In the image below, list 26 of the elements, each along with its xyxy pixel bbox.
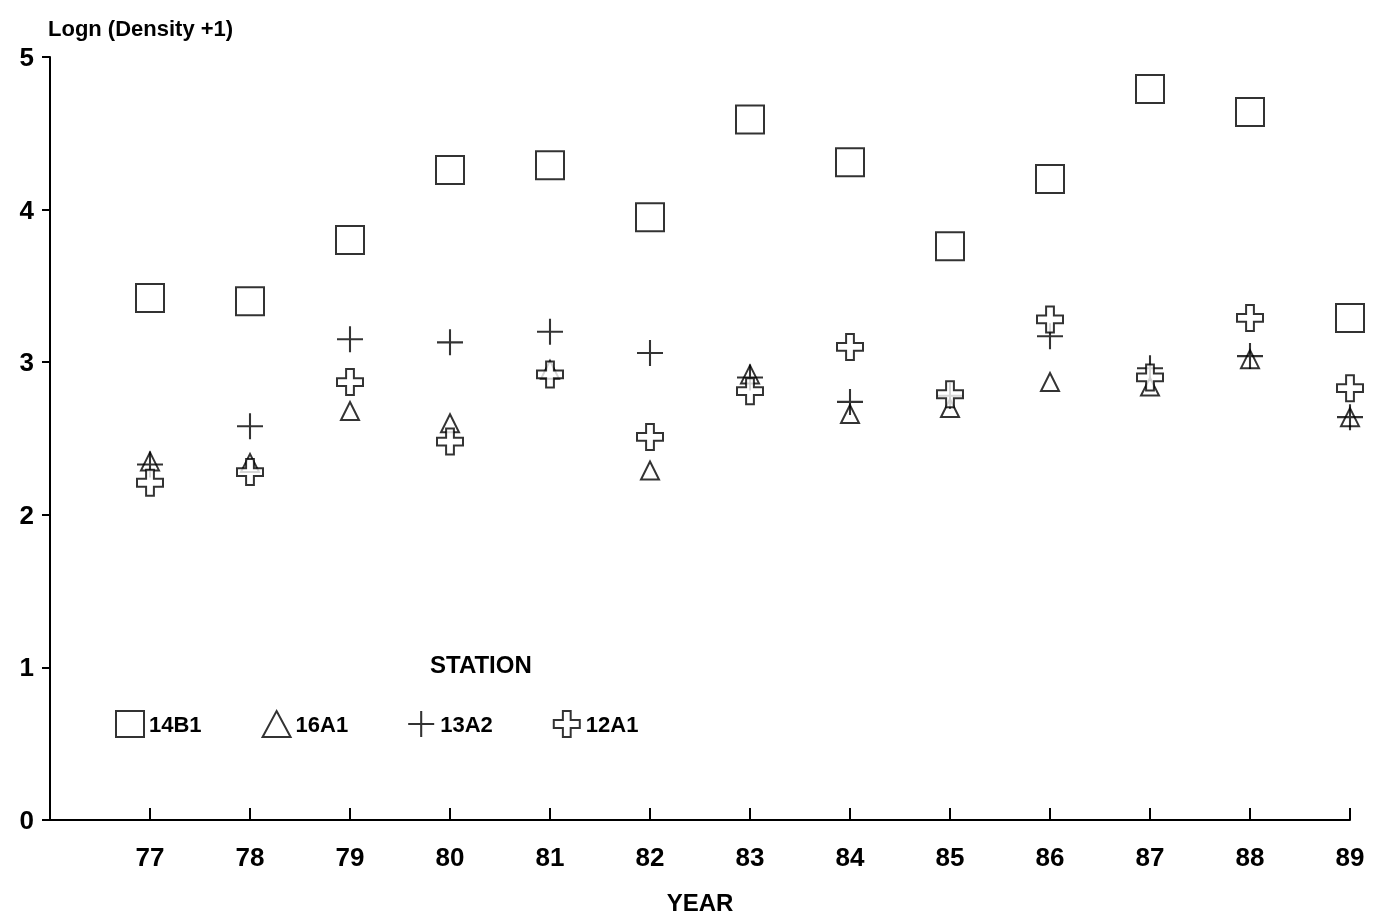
x-tick-label: 85 <box>935 842 965 872</box>
x-tick-label: 87 <box>1135 842 1165 872</box>
x-tick-label: 81 <box>535 842 565 872</box>
x-tick-label: 80 <box>435 842 465 872</box>
legend-label: 13A2 <box>440 711 493 737</box>
x-tick-label: 78 <box>235 842 265 872</box>
y-tick-label: 2 <box>19 499 34 530</box>
legend-label: 14B1 <box>149 711 202 737</box>
legend-title: STATION <box>430 650 532 678</box>
y-tick-label: 1 <box>19 652 34 683</box>
x-tick-label: 83 <box>735 842 765 872</box>
x-tick-label: 88 <box>1235 842 1265 872</box>
y-tick-label: 5 <box>19 42 34 72</box>
x-tick-label: 84 <box>835 842 865 872</box>
y-axis-title: Logn (Density +1) <box>48 15 234 41</box>
legend-label: 12A1 <box>585 711 639 737</box>
x-axis-title: YEAR <box>666 888 734 916</box>
x-tick-label: 89 <box>1335 842 1365 872</box>
y-tick-label: 0 <box>19 805 34 835</box>
legend-label: 16A1 <box>295 711 349 737</box>
y-tick-label: 4 <box>19 194 35 225</box>
x-tick-label: 82 <box>635 842 665 872</box>
x-tick-label: 79 <box>335 842 365 872</box>
x-tick-label: 77 <box>135 842 165 872</box>
y-tick-label: 3 <box>19 347 34 378</box>
x-tick-label: 86 <box>1035 842 1065 872</box>
